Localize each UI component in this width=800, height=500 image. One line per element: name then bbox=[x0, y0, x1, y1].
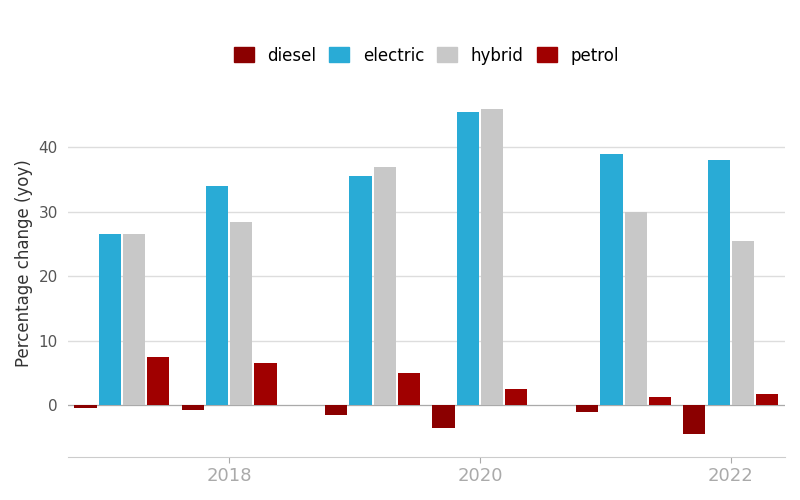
Bar bbox=[576, 405, 598, 411]
Bar bbox=[506, 389, 527, 405]
Bar bbox=[123, 234, 145, 405]
Bar bbox=[683, 405, 706, 434]
Bar bbox=[147, 357, 170, 405]
Bar bbox=[182, 405, 204, 409]
Bar bbox=[457, 112, 479, 405]
Bar bbox=[325, 405, 347, 414]
Bar bbox=[625, 212, 647, 405]
Legend: diesel, electric, hybrid, petrol: diesel, electric, hybrid, petrol bbox=[227, 40, 626, 71]
Bar bbox=[206, 186, 228, 405]
Y-axis label: Percentage change (yoy): Percentage change (yoy) bbox=[15, 160, 33, 368]
Bar bbox=[98, 234, 121, 405]
Bar bbox=[707, 160, 730, 405]
Bar bbox=[230, 222, 252, 405]
Bar bbox=[398, 373, 420, 405]
Bar bbox=[74, 405, 97, 408]
Bar bbox=[374, 167, 396, 405]
Bar bbox=[254, 363, 277, 405]
Bar bbox=[481, 109, 503, 405]
Bar bbox=[600, 154, 622, 405]
Bar bbox=[649, 398, 671, 405]
Bar bbox=[350, 176, 372, 405]
Bar bbox=[732, 241, 754, 405]
Bar bbox=[756, 394, 778, 405]
Bar bbox=[432, 405, 454, 427]
